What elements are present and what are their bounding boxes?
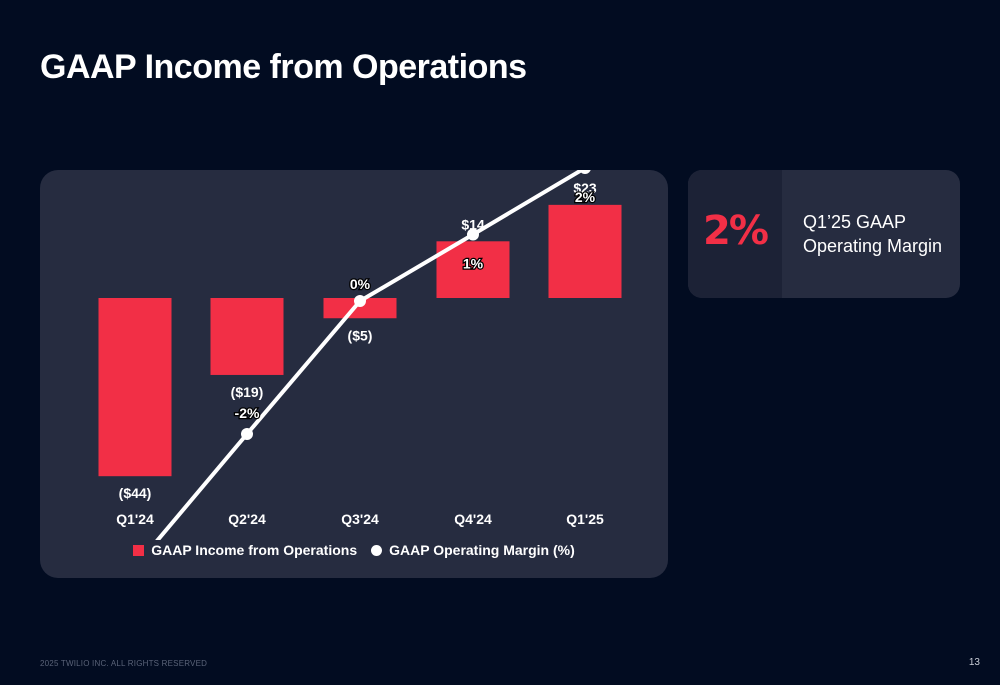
page-number: 13 — [968, 657, 980, 668]
margin-label-1: -2% — [235, 405, 260, 421]
legend-bar-swatch — [133, 544, 145, 556]
margin-label-4: 2% — [575, 189, 596, 205]
kpi-card: 2% Q1’25 GAAP Operating Margin — [688, 170, 960, 298]
kpi-value: 2% — [703, 208, 769, 254]
margin-point-3 — [467, 228, 479, 241]
income-chart: ($44) ($19) ($5) $14 $23 -4% -2% 0% 1% 2% Q1'24 Q2'… — [98, 170, 622, 540]
chart-legend: GAAP Income from Operations GAAP Operati… — [40, 542, 668, 558]
bar-label-1: ($19) — [231, 384, 264, 400]
x-tick-3: Q4'24 — [454, 511, 492, 527]
bar-0 — [98, 298, 172, 477]
bar-label-2: ($5) — [348, 327, 373, 343]
kpi-label: Q1’25 GAAP Operating Margin — [803, 210, 953, 258]
x-tick-2: Q3'24 — [341, 511, 379, 527]
bar-4 — [548, 204, 622, 298]
margin-label-0: -4% — [123, 538, 148, 540]
page-title: GAAP Income from Operations — [40, 48, 527, 86]
kpi-value-box: 2% — [688, 170, 782, 298]
bar-1 — [210, 298, 284, 375]
margin-label-2: 0% — [350, 276, 371, 292]
legend-label-income: GAAP Income from Operations — [151, 542, 358, 558]
bar-label-0: ($44) — [119, 485, 152, 501]
margin-line — [155, 170, 586, 540]
margin-label-3: 1% — [463, 256, 484, 272]
margin-point-1 — [241, 428, 253, 440]
legend-item-income: GAAP Income from Operations — [133, 542, 357, 558]
bar-label-4: $23 — [573, 180, 597, 196]
copyright: 2025 TWILIO INC. ALL RIGHTS RESERVED — [40, 659, 208, 668]
bar-2 — [323, 298, 397, 319]
margin-point-4 — [579, 170, 591, 174]
kpi-label-line1: Q1’25 GAAP — [803, 212, 907, 232]
x-tick-4: Q1'25 — [566, 511, 604, 527]
legend-label-margin: GAAP Operating Margin (%) — [389, 542, 575, 558]
x-tick-1: Q2'24 — [228, 511, 266, 527]
x-tick-0: Q1'24 — [116, 511, 154, 527]
kpi-label-line2: Operating Margin — [803, 236, 943, 256]
margin-point-2 — [354, 295, 366, 307]
chart-panel: ($44) ($19) ($5) $14 $23 -4% -2% 0% 1% 2% Q1'24 Q2'… — [40, 170, 668, 578]
bar-label-3: $14 — [461, 216, 485, 232]
legend-item-margin: GAAP Operating Margin (%) — [371, 542, 575, 558]
legend-dot-swatch — [371, 544, 383, 556]
